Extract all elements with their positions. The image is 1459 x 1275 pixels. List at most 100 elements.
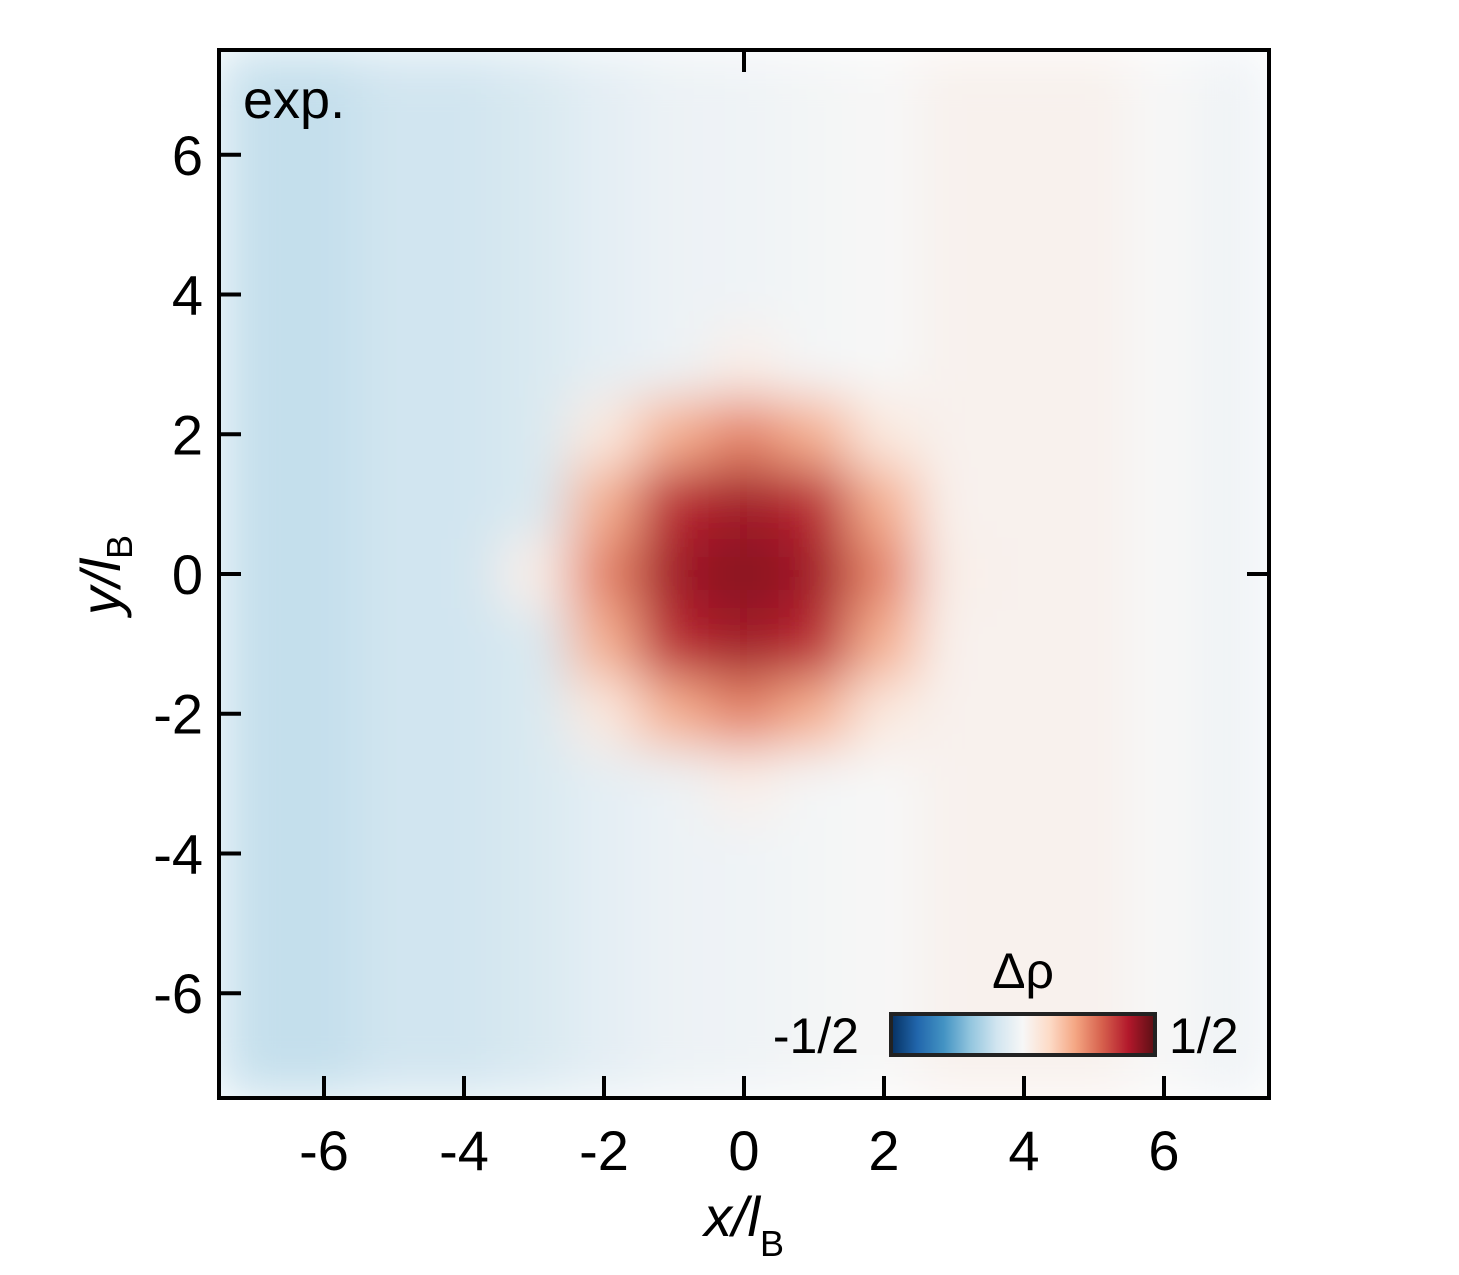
- heatmap-cell: [1058, 328, 1130, 400]
- heatmap-cell: [708, 818, 780, 889]
- heatmap-cell: [568, 608, 640, 680]
- y-tick-label: -4: [153, 822, 203, 885]
- heatmap-cell: [1198, 119, 1269, 191]
- heatmap-cell: [1198, 328, 1269, 400]
- heatmap-cell: [778, 887, 850, 959]
- heatmap-cell: [1128, 748, 1200, 820]
- colorbar-tick-label: -1/2: [773, 1008, 859, 1064]
- heatmap-cell: [638, 1027, 710, 1098]
- heatmap-cell: [1198, 608, 1269, 680]
- heatmap-cell: [568, 259, 640, 330]
- heatmap-cell: [1128, 259, 1200, 330]
- heatmap-cell: [358, 119, 430, 191]
- heatmap-cell: [988, 50, 1060, 121]
- colorbar-title: Δρ: [992, 943, 1054, 999]
- heatmap-cell: [848, 887, 920, 959]
- heatmap-cell: [778, 259, 850, 330]
- heatmap-cell: [428, 50, 500, 121]
- heatmap-cell: [498, 818, 570, 889]
- heatmap-cell: [918, 468, 990, 540]
- heatmap-cell: [498, 328, 570, 400]
- heatmap-cell: [1058, 468, 1130, 540]
- heatmap-cell: [568, 50, 640, 121]
- heatmap-cell: [988, 538, 1060, 610]
- heatmap-cell: [638, 887, 710, 959]
- heatmap-cell: [708, 259, 780, 330]
- heatmap-cell: [498, 259, 570, 330]
- heatmap-cell: [219, 887, 290, 959]
- heatmap-cell: [1058, 818, 1130, 889]
- heatmap-cell: [498, 538, 570, 610]
- y-tick-label: 0: [172, 543, 203, 606]
- heatmap-cell: [778, 678, 850, 750]
- heatmap-cell: [708, 119, 780, 191]
- heatmap-cell: [1128, 887, 1200, 959]
- heatmap-cell: [358, 468, 430, 540]
- heatmap-cell: [1058, 678, 1130, 750]
- heatmap-cell: [1058, 748, 1130, 820]
- heatmap-cell: [1198, 678, 1269, 750]
- heatmap-cell: [988, 748, 1060, 820]
- heatmap-cell: [358, 678, 430, 750]
- heatmap-cell: [288, 818, 360, 889]
- heatmap-cell: [848, 259, 920, 330]
- heatmap-cell: [638, 608, 710, 680]
- heatmap-cell: [1128, 538, 1200, 610]
- heatmap-cell: [638, 259, 710, 330]
- heatmap-cell: [288, 748, 360, 820]
- heatmap-cell: [288, 538, 360, 610]
- heatmap-cell: [918, 50, 990, 121]
- heatmap-cell: [638, 398, 710, 470]
- colorbar: Δρ -1/2 1/2: [773, 943, 1239, 1064]
- heatmap-cell: [1198, 50, 1269, 121]
- heatmap-cell: [988, 398, 1060, 470]
- heatmap-cell: [428, 887, 500, 959]
- heatmap-cell: [1058, 398, 1130, 470]
- heatmap-cell: [288, 259, 360, 330]
- heatmap-cell: [638, 119, 710, 191]
- heatmap-cell: [778, 468, 850, 540]
- heatmap-cell: [918, 887, 990, 959]
- heatmap-cell: [1058, 189, 1130, 261]
- x-tick-label: -6: [299, 1119, 349, 1182]
- heatmap-cell: [848, 678, 920, 750]
- heatmap-cell: [848, 398, 920, 470]
- heatmap-cell: [1058, 50, 1130, 121]
- heatmap-cell: [918, 328, 990, 400]
- heatmap-cell: [428, 818, 500, 889]
- x-axis-label-sub: B: [760, 1223, 784, 1264]
- heatmap-cell: [638, 189, 710, 261]
- heatmap-cell: [219, 468, 290, 540]
- heatmap-cell: [848, 818, 920, 889]
- heatmap-cell: [219, 50, 290, 121]
- heatmap-cell: [988, 608, 1060, 680]
- heatmap-cell: [778, 748, 850, 820]
- heatmap-cell: [708, 887, 780, 959]
- heatmap-cell: [568, 189, 640, 261]
- y-axis-label: y/lB: [69, 535, 140, 619]
- heatmap-cell: [988, 189, 1060, 261]
- heatmap-cell: [708, 328, 780, 400]
- heatmap-cell: [1198, 887, 1269, 959]
- heatmap-cell: [1198, 957, 1269, 1029]
- x-axis-label-main: x/l: [701, 1185, 762, 1248]
- x-tick-label: 6: [1148, 1119, 1179, 1182]
- heatmap-cell: [498, 189, 570, 261]
- heatmap-cell: [708, 398, 780, 470]
- heatmap-cell: [1128, 608, 1200, 680]
- heatmap-cell: [428, 259, 500, 330]
- heatmap-cell: [568, 818, 640, 889]
- heatmap-cell: [1128, 189, 1200, 261]
- heatmap-cell: [918, 608, 990, 680]
- heatmap-cell: [988, 887, 1060, 959]
- heatmap-cell: [918, 748, 990, 820]
- heatmap-cell: [918, 398, 990, 470]
- heatmap-cell: [219, 189, 290, 261]
- heatmap-cell: [1198, 1027, 1269, 1098]
- heatmap-cell: [1128, 468, 1200, 540]
- heatmap-cell: [1058, 538, 1130, 610]
- heatmap-cell: [778, 608, 850, 680]
- heatmap-cell: [428, 678, 500, 750]
- heatmap-cell: [358, 748, 430, 820]
- heatmap-cell: [498, 119, 570, 191]
